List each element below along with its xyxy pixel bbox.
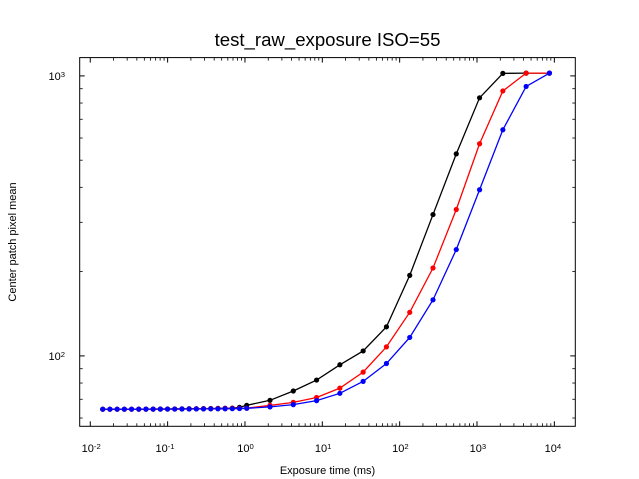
svg-text:Center patch pixel mean: Center patch pixel mean [7, 182, 19, 301]
svg-text:Exposure time (ms): Exposure time (ms) [280, 465, 375, 477]
svg-text:test_raw_exposure ISO=55: test_raw_exposure ISO=55 [215, 29, 441, 51]
